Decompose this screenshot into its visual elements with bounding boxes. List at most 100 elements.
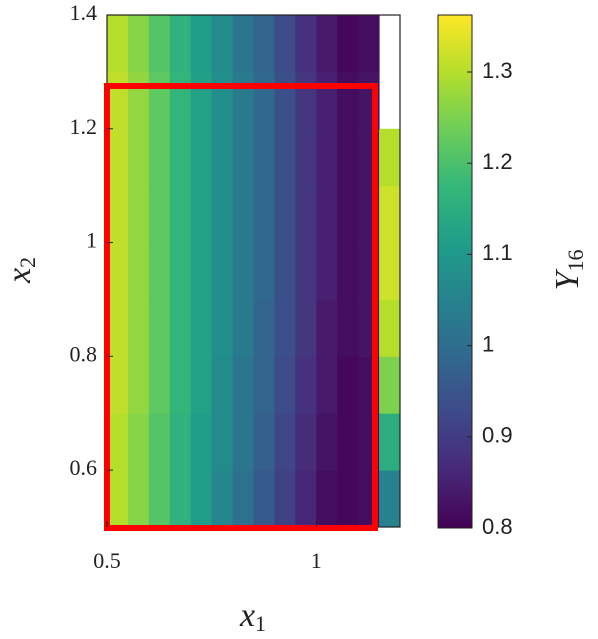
heatmap-cell bbox=[232, 15, 254, 73]
y-tick-label: 0.8 bbox=[70, 341, 98, 366]
heatmap-cell bbox=[107, 15, 129, 73]
heatmap-cell bbox=[337, 356, 359, 414]
heatmap-cell bbox=[148, 299, 171, 357]
heatmap-cell bbox=[127, 15, 150, 73]
heatmap-cell bbox=[232, 71, 254, 130]
heatmap-cell bbox=[190, 128, 213, 187]
heatmap-cell bbox=[274, 242, 296, 300]
heatmap-cell bbox=[190, 470, 213, 528]
heatmap-cell bbox=[232, 242, 254, 300]
heatmap-cell bbox=[107, 71, 129, 130]
heatmap-cell bbox=[253, 242, 275, 300]
heatmap-cell bbox=[107, 128, 129, 187]
heatmap-cell bbox=[316, 71, 338, 130]
heatmap-cell bbox=[316, 356, 338, 414]
x-tick-label: 0.5 bbox=[93, 548, 121, 573]
heatmap-cell bbox=[379, 356, 401, 414]
heatmap-cell bbox=[107, 470, 129, 528]
heatmap-cell bbox=[169, 242, 192, 300]
heatmap-cell bbox=[253, 15, 275, 73]
heatmap-cell bbox=[148, 15, 171, 73]
heatmap-cell bbox=[148, 185, 171, 244]
heatmap-cell bbox=[337, 299, 359, 357]
heatmap-cell bbox=[274, 15, 296, 73]
heatmap-cell bbox=[211, 15, 234, 73]
heatmap-cell bbox=[148, 413, 171, 471]
heatmap-cell bbox=[211, 470, 234, 528]
heatmap-cell bbox=[169, 413, 192, 471]
heatmap-cell bbox=[253, 185, 275, 244]
heatmap-cell bbox=[274, 128, 296, 187]
heatmap-cell bbox=[295, 413, 317, 471]
heatmap-cell bbox=[190, 15, 213, 73]
heatmap-cell bbox=[127, 242, 150, 300]
heatmap-cell bbox=[295, 299, 317, 357]
colorbar-tick-label: 1.2 bbox=[482, 149, 513, 174]
heatmap-cell bbox=[295, 356, 317, 414]
heatmap-cell bbox=[295, 15, 317, 73]
heatmap-cell bbox=[295, 71, 317, 130]
heatmap-cell bbox=[127, 470, 150, 528]
heatmap-cell bbox=[295, 470, 317, 528]
heatmap-cell bbox=[379, 242, 401, 300]
heatmap-cell bbox=[127, 185, 150, 244]
heatmap-cell bbox=[127, 128, 150, 187]
heatmap-cell bbox=[127, 413, 150, 471]
heatmap-cell bbox=[190, 356, 213, 414]
colorbar-tick-label: 0.8 bbox=[482, 514, 513, 539]
heatmap-cell bbox=[274, 356, 296, 414]
heatmap-cell bbox=[295, 185, 317, 244]
heatmap-cell bbox=[148, 356, 171, 414]
y-tick-label: 0.6 bbox=[70, 455, 98, 480]
heatmap-cell bbox=[253, 470, 275, 528]
heatmap-cell bbox=[379, 128, 401, 187]
heatmap-cell bbox=[337, 413, 359, 471]
heatmap-cell bbox=[169, 71, 192, 130]
heatmap-cell bbox=[211, 356, 234, 414]
heatmap-cell bbox=[337, 185, 359, 244]
heatmap-cell bbox=[337, 128, 359, 187]
y-tick-label: 1.2 bbox=[70, 114, 98, 139]
heatmap-cell bbox=[316, 470, 338, 528]
heatmap-cell bbox=[169, 470, 192, 528]
heatmap-cell bbox=[253, 71, 275, 130]
colorbar-tick-label: 0.9 bbox=[482, 423, 513, 448]
heatmap-cell bbox=[379, 185, 401, 244]
heatmap-cell bbox=[274, 185, 296, 244]
heatmap-cell bbox=[148, 242, 171, 300]
heatmap-cell bbox=[316, 128, 338, 187]
heatmap-cell bbox=[232, 128, 254, 187]
heatmap-cell bbox=[169, 128, 192, 187]
heatmap-cell bbox=[211, 185, 234, 244]
heatmap-cell bbox=[211, 242, 234, 300]
heatmap-cell bbox=[274, 299, 296, 357]
heatmap-cell bbox=[316, 242, 338, 300]
heatmap-cell bbox=[274, 71, 296, 130]
heatmap-cell bbox=[253, 356, 275, 414]
heatmap-cell bbox=[190, 71, 213, 130]
heatmap-cell bbox=[190, 413, 213, 471]
heatmap-cell bbox=[127, 299, 150, 357]
heatmap-cell bbox=[107, 185, 129, 244]
heatmap-cell bbox=[337, 470, 359, 528]
heatmap-cell bbox=[232, 299, 254, 357]
heatmap-cell bbox=[358, 15, 380, 73]
heatmap-cell bbox=[316, 413, 338, 471]
heatmap-cell bbox=[148, 71, 171, 130]
heatmap-cell bbox=[316, 299, 338, 357]
heatmap-cell bbox=[190, 185, 213, 244]
y-axis-label: x2 bbox=[1, 257, 40, 284]
highlight-box bbox=[104, 83, 378, 531]
y-tick-label: 1 bbox=[86, 228, 97, 253]
heatmap-cell bbox=[295, 242, 317, 300]
colorbar-label: Y16 bbox=[549, 250, 588, 291]
heatmap-cell bbox=[127, 71, 150, 130]
heatmap-cell bbox=[169, 356, 192, 414]
heatmap-cell bbox=[107, 242, 129, 300]
heatmap-cell bbox=[379, 299, 401, 357]
heatmap-cell bbox=[169, 299, 192, 357]
x-tick-label: 1 bbox=[311, 548, 322, 573]
heatmap-cell bbox=[107, 356, 129, 414]
heatmap-cell bbox=[316, 15, 338, 73]
heatmap-cell bbox=[127, 356, 150, 414]
